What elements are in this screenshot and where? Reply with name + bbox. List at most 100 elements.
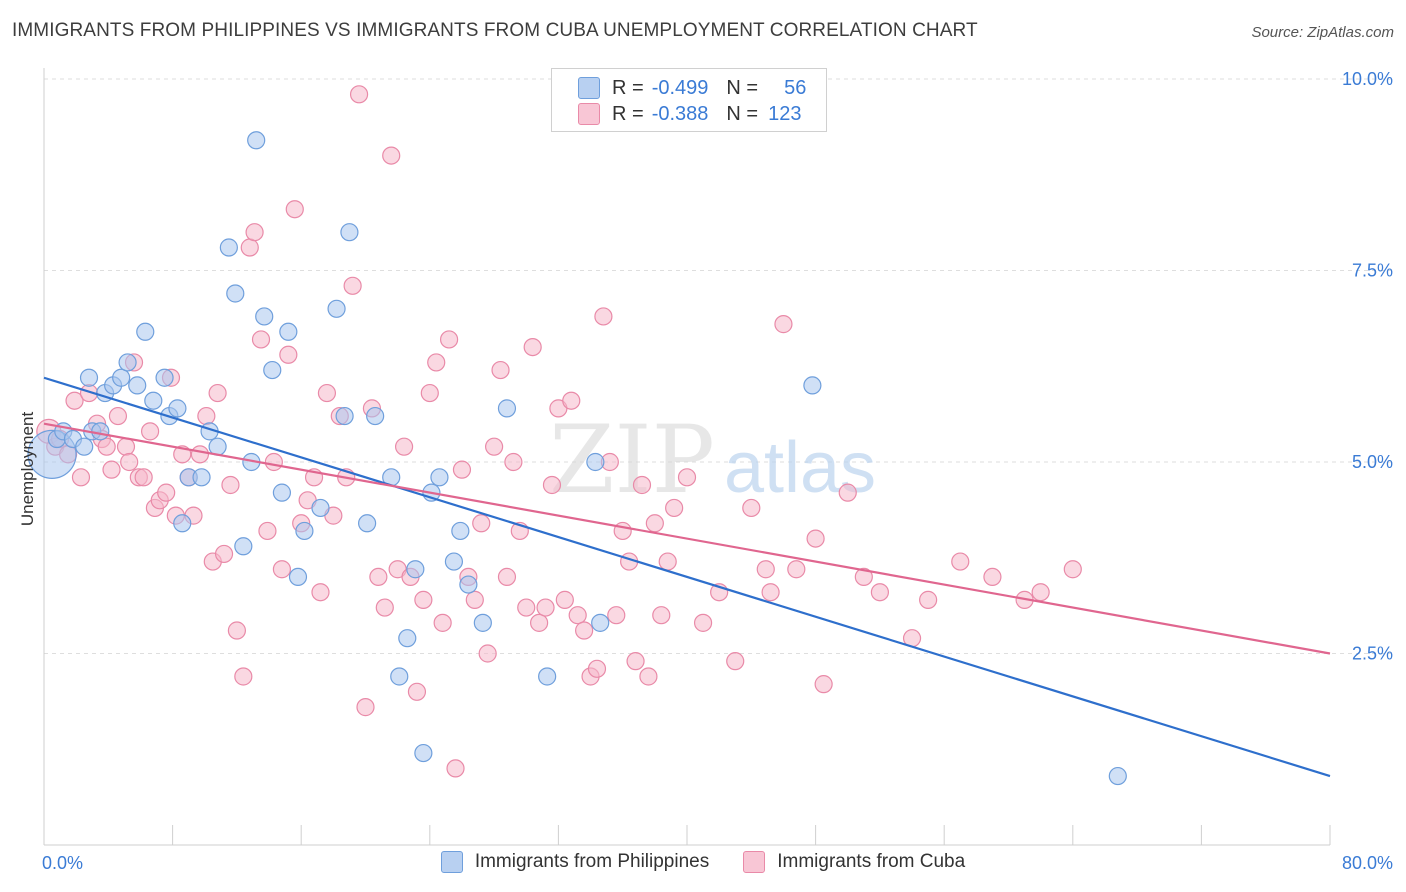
cuba-point — [594, 307, 613, 326]
philippines-point — [335, 406, 354, 426]
philippines-point — [451, 521, 470, 541]
cuba-point — [343, 276, 362, 295]
cuba-point — [369, 567, 388, 587]
trendlines — [43, 376, 1331, 778]
cuba-point — [420, 383, 439, 403]
n-label: N = — [726, 76, 759, 99]
cuba-point — [208, 383, 227, 403]
cuba-point — [221, 475, 240, 495]
cuba-point — [517, 598, 536, 617]
philippines-point — [272, 483, 292, 502]
philippines-trendline — [43, 376, 1331, 778]
philippines-point — [255, 307, 274, 326]
cuba-point — [356, 698, 375, 717]
cuba-point — [761, 583, 780, 602]
philippines-point — [79, 368, 99, 387]
cuba-point — [375, 598, 394, 617]
legend-label-philippines: Immigrants from Philippines — [474, 851, 710, 872]
cuba-point — [108, 406, 128, 426]
r-value: -0.499 — [651, 76, 709, 99]
philippines-point — [168, 399, 187, 418]
series-legend: Immigrants from Philippines Immigrants f… — [0, 851, 1406, 873]
philippines-point — [497, 399, 517, 418]
philippines-point — [1108, 766, 1127, 786]
cuba-point — [279, 345, 298, 364]
philippines-point — [155, 368, 174, 387]
cuba-point — [774, 315, 793, 334]
philippines-point — [295, 521, 314, 541]
philippines-point — [406, 560, 425, 579]
cuba-point — [407, 682, 427, 701]
philippines-point — [91, 422, 110, 441]
philippines-point — [390, 667, 409, 686]
philippines-point — [430, 468, 449, 487]
philippines-point — [112, 368, 131, 387]
philippines-point — [75, 437, 94, 456]
philippines-point — [538, 667, 557, 686]
cuba-point — [258, 521, 277, 541]
cuba-point — [626, 652, 645, 671]
philippines-swatch — [440, 851, 463, 873]
philippines-point — [340, 223, 359, 242]
cuba-point — [427, 353, 446, 372]
legend-item-cuba: Immigrants from Cuba — [743, 851, 965, 873]
cuba-point — [542, 475, 562, 495]
philippines-point — [279, 322, 298, 341]
philippines-point — [311, 498, 330, 518]
y-tick-label: 7.5% — [1352, 261, 1393, 281]
cuba-point — [854, 567, 873, 587]
y-axis-label: Unemployment — [18, 411, 37, 527]
cuba-point — [787, 560, 806, 579]
cuba-point — [240, 238, 259, 257]
tick-labels: 2.5% 5.0% 7.5% 10.0% 0.0% 80.0% — [42, 69, 1393, 873]
cuba-point — [632, 475, 652, 495]
philippines-point — [591, 613, 610, 632]
philippines-point — [173, 514, 192, 533]
philippines-point — [144, 391, 163, 410]
cuba-point — [607, 606, 626, 625]
cuba-point — [575, 621, 594, 640]
cuba-point — [264, 452, 283, 472]
philippines-point — [247, 131, 266, 150]
cuba-point — [140, 422, 160, 441]
r-label: R = — [612, 102, 644, 125]
cuba-point — [394, 437, 414, 456]
cuba-point — [838, 483, 857, 502]
cuba-point — [414, 590, 433, 609]
n-value: 56 — [784, 76, 807, 99]
cuba-point — [311, 583, 330, 602]
philippines-point — [226, 284, 245, 303]
r-label: R = — [612, 76, 644, 99]
cuba-point — [491, 360, 510, 380]
stats-legend-philippines: R = -0.499 N = 56 — [578, 75, 806, 101]
cuba-point — [504, 452, 523, 472]
cuba-point — [472, 514, 491, 533]
n-label: N = — [726, 102, 759, 125]
philippines-point — [263, 360, 282, 380]
cuba-swatch — [743, 851, 766, 873]
cuba-point — [756, 560, 775, 579]
legend-item-philippines: Immigrants from Philippines — [440, 851, 710, 873]
cuba-point — [536, 598, 555, 617]
cuba-trendline — [43, 422, 1331, 655]
cuba-point — [71, 468, 91, 487]
cuba-point — [120, 452, 139, 472]
cuba-point — [382, 146, 401, 165]
cuba-point — [317, 383, 337, 403]
cuba-point — [439, 330, 459, 349]
cuba-point — [677, 468, 697, 487]
cuba-point — [555, 590, 574, 609]
n-value: 123 — [768, 102, 802, 125]
cuba-point — [562, 391, 581, 410]
cuba-point — [197, 406, 216, 426]
stats-legend-cuba: R = -0.388 N = 123 — [578, 101, 801, 127]
cuba-point — [102, 460, 121, 479]
philippines-point — [586, 452, 605, 472]
philippines-point — [366, 406, 385, 426]
philippines-point — [327, 299, 346, 318]
philippines-point — [192, 468, 211, 487]
x-tick-label: 80.0% — [1342, 853, 1393, 873]
cuba-point — [870, 583, 890, 602]
cuba-point — [227, 621, 246, 640]
